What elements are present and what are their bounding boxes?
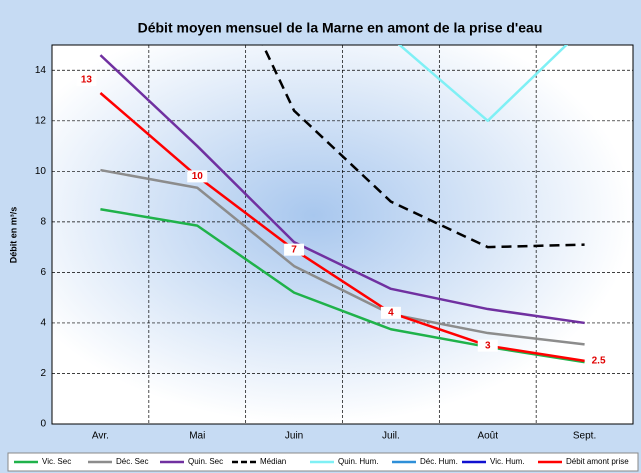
legend-label: Vic. Hum.	[490, 457, 525, 466]
series-line	[99, 92, 585, 363]
y-tick-label: 2	[40, 368, 46, 379]
x-tick-label: Mai	[189, 431, 205, 442]
legend-label: Débit amont prise	[566, 457, 629, 466]
x-tick-label: Avr.	[92, 431, 109, 442]
value-label: 2.5	[592, 355, 606, 366]
y-tick-label: 8	[40, 217, 46, 228]
value-label-bg	[76, 74, 97, 87]
value-label-bg	[477, 339, 498, 352]
value-label: 4	[388, 307, 394, 318]
y-tick-label: 0	[40, 419, 46, 430]
series-line	[99, 54, 585, 325]
y-tick-label: 12	[35, 115, 47, 126]
value-label-bg	[187, 170, 208, 183]
plot-lines	[99, 45, 585, 364]
legend-label: Déc. Hum.	[420, 457, 458, 466]
legend-label: Quin. Sec	[188, 457, 223, 466]
y-tick-label: 6	[40, 267, 46, 278]
y-axis-label: Débit en m³/s	[8, 207, 18, 264]
x-tick-label: Août	[477, 431, 498, 442]
value-label-bg	[380, 306, 401, 319]
y-tick-label: 4	[40, 318, 46, 329]
grid	[52, 45, 633, 424]
legend-label: Vic. Sec	[42, 457, 71, 466]
x-tick-label: Juin	[285, 431, 303, 442]
value-label: 7	[291, 244, 297, 255]
x-tick-label: Juil.	[382, 431, 400, 442]
y-tick-label: 10	[35, 166, 47, 177]
value-label-bg	[284, 243, 305, 256]
series-line	[261, 45, 585, 249]
value-label: 3	[485, 340, 491, 351]
value-label-bg	[588, 354, 609, 367]
value-label: 13	[81, 75, 93, 86]
legend-label: Déc. Sec	[116, 457, 148, 466]
legend-label: Médian	[260, 457, 286, 466]
value-label: 10	[192, 171, 204, 182]
series-line	[397, 45, 569, 123]
chart-title: Débit moyen mensuel de la Marne en amont…	[138, 20, 543, 36]
legend-label: Quin. Hum.	[338, 457, 378, 466]
x-tick-label: Sept.	[573, 431, 596, 442]
series-line	[100, 168, 585, 346]
y-tick-label: 14	[35, 65, 47, 76]
